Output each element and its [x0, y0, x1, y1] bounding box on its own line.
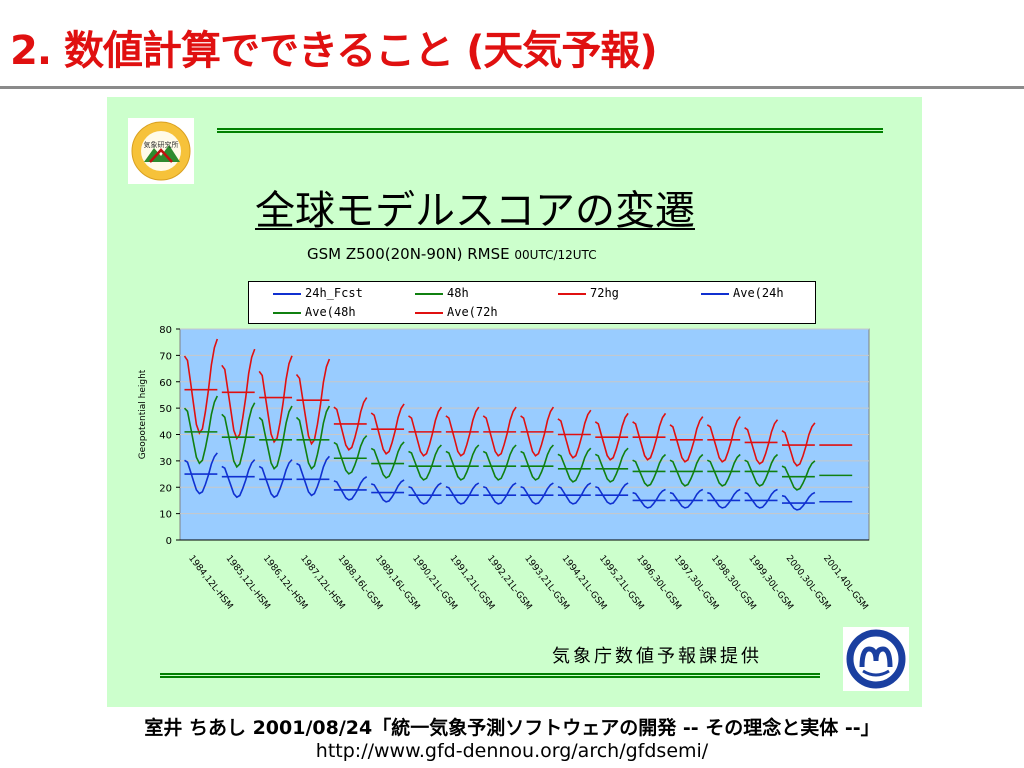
legend-label-72h: 72hg	[590, 286, 619, 300]
monthly-rmse-line	[295, 358, 331, 446]
monthly-rmse-line	[781, 491, 816, 511]
monthly-rmse-line	[706, 416, 741, 463]
monthly-rmse-line	[595, 482, 629, 505]
y-tick-label: 70	[159, 351, 172, 362]
legend-label-ave72: Ave(72h	[447, 305, 498, 319]
monthly-rmse-line	[408, 406, 443, 457]
monthly-rmse-line	[781, 460, 816, 491]
y-tick-label: 0	[166, 536, 172, 547]
legend-item-ave24: Ave(24h	[701, 286, 784, 302]
title-rule	[0, 86, 1024, 89]
chart-legend: 24h_Fcst 48h 72hg Ave(24h Ave(48h Ave(72…	[248, 281, 816, 324]
monthly-rmse-line	[632, 412, 667, 461]
legend-label-24h: 24h_Fcst	[305, 286, 363, 300]
data-credit: 気象庁数値予報課提供	[552, 646, 762, 667]
legend-item-72h: 72hg	[558, 286, 619, 302]
monthly-rmse-line	[445, 444, 480, 481]
jma-logo	[843, 627, 909, 691]
monthly-rmse-line	[594, 447, 629, 483]
y-tick-label: 50	[159, 404, 172, 415]
monthly-rmse-line	[706, 453, 741, 487]
y-tick-label: 10	[159, 510, 172, 521]
monthly-rmse-line	[744, 453, 779, 487]
legend-item-ave48: Ave(48h	[273, 305, 356, 321]
monthly-rmse-line	[557, 482, 592, 505]
footer-citation: 室井 ちあし 2001/08/24「統一気象予測ソフトウェアの開発 -- その理…	[144, 717, 880, 739]
monthly-rmse-line	[408, 482, 442, 505]
panel-rule-top	[217, 128, 883, 133]
monthly-rmse-line	[258, 459, 293, 499]
chart-subtitle: GSM Z500(20N-90N) RMSE 00UTC/12UTC	[307, 245, 597, 263]
monthly-rmse-line	[594, 412, 629, 461]
monthly-rmse-line	[632, 488, 666, 509]
mri-logo-text: 気象研究所	[144, 140, 179, 149]
y-tick-label: 60	[159, 378, 172, 389]
mri-logo-icon: 気象研究所	[131, 121, 191, 181]
legend-item-48h: 48h	[415, 286, 469, 302]
monthly-rmse-line	[370, 479, 405, 503]
monthly-rmse-line	[370, 403, 405, 455]
monthly-rmse-line	[669, 416, 704, 463]
monthly-rmse-line	[557, 409, 592, 459]
monthly-rmse-line	[744, 488, 778, 509]
chart-subtitle-main: GSM Z500(20N-90N) RMSE	[307, 245, 510, 263]
monthly-rmse-line	[333, 476, 368, 501]
monthly-rmse-line	[333, 435, 368, 475]
mri-logo: 気象研究所	[128, 118, 194, 184]
chart-subtitle-small: 00UTC/12UTC	[514, 248, 597, 262]
legend-item-ave72: Ave(72h	[415, 305, 498, 321]
monthly-rmse-line	[370, 441, 405, 479]
monthly-rmse-line	[669, 488, 704, 509]
footer-url[interactable]: http://www.gfd-dennou.org/arch/gfdsemi/	[315, 740, 709, 762]
monthly-rmse-line	[258, 405, 293, 471]
jma-logo-icon	[846, 629, 906, 689]
monthly-rmse-line	[296, 455, 331, 497]
monthly-rmse-line	[333, 397, 368, 451]
monthly-rmse-line	[520, 482, 554, 505]
y-tick-label: 30	[159, 457, 172, 468]
monthly-rmse-line	[669, 453, 704, 487]
monthly-rmse-line	[781, 422, 816, 467]
panel-rule-bottom	[160, 673, 820, 678]
legend-item-24h: 24h_Fcst	[273, 286, 363, 302]
legend-label-48h: 48h	[447, 286, 469, 300]
slide-title: 2. 数値計算でできること (天気予報)	[10, 28, 658, 74]
monthly-rmse-line	[295, 405, 331, 471]
monthly-rmse-line	[445, 406, 480, 457]
monthly-rmse-line	[707, 488, 741, 509]
legend-label-ave48: Ave(48h	[305, 305, 356, 319]
monthly-rmse-line	[632, 453, 667, 487]
y-axis-label: Geopotential height	[138, 369, 148, 459]
monthly-rmse-line	[482, 444, 517, 481]
monthly-rmse-line	[183, 395, 219, 465]
monthly-rmse-line	[184, 452, 218, 495]
monthly-rmse-line	[445, 482, 480, 505]
chart-title: 全球モデルスコアの変遷	[255, 188, 695, 234]
monthly-rmse-line	[482, 482, 517, 505]
legend-label-ave24: Ave(24h	[733, 286, 784, 300]
y-tick-label: 80	[159, 325, 172, 336]
y-tick-label: 20	[159, 483, 172, 494]
monthly-rmse-line	[557, 447, 592, 483]
monthly-rmse-line	[482, 406, 517, 457]
monthly-rmse-line	[221, 459, 256, 499]
y-tick-label: 40	[159, 431, 172, 442]
monthly-rmse-line	[183, 338, 219, 435]
monthly-rmse-line	[744, 419, 779, 465]
monthly-rmse-line	[520, 406, 555, 457]
monthly-rmse-line	[408, 444, 442, 481]
monthly-rmse-line	[221, 402, 256, 469]
monthly-rmse-line	[520, 444, 554, 481]
